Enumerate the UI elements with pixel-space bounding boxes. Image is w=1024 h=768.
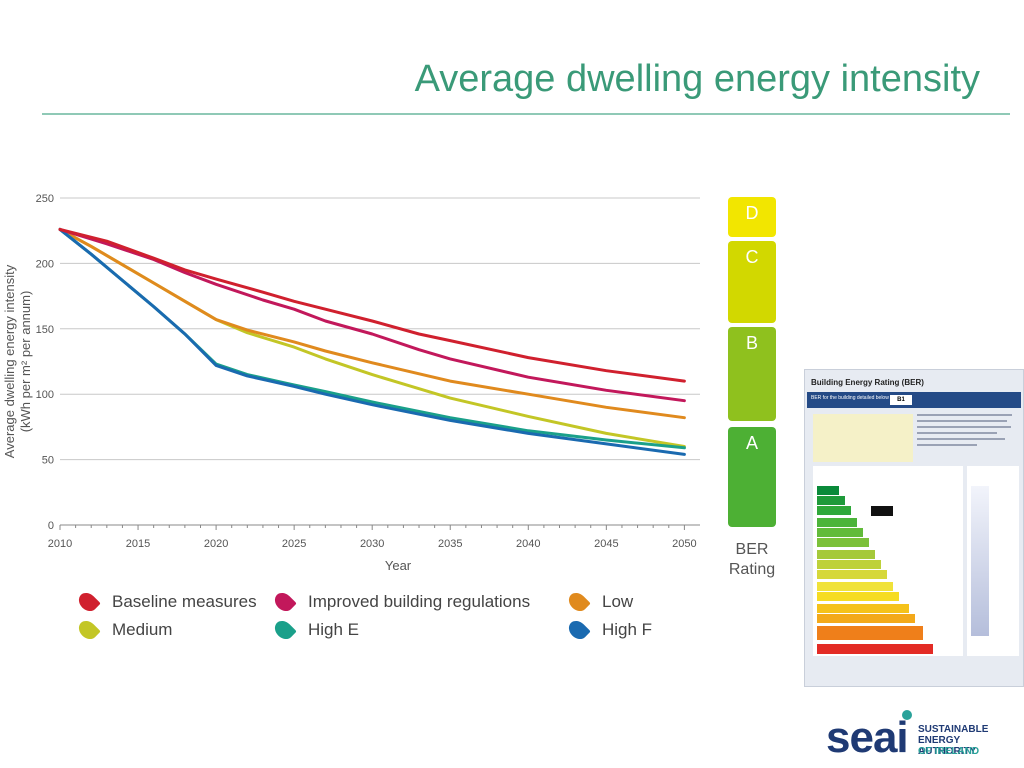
logo-wordmark: seai xyxy=(826,713,909,762)
x-tick-label: 2015 xyxy=(126,538,150,550)
y-tick-label: 200 xyxy=(36,258,54,270)
cert-bar-g xyxy=(817,644,933,654)
ber-caption-line2: Rating xyxy=(728,561,776,578)
legend-label-high-e: High E xyxy=(308,620,360,639)
cert-bar-a1 xyxy=(817,486,839,495)
certificate-energy-scale xyxy=(813,466,963,656)
ber-band-a-label: A xyxy=(745,433,758,453)
certificate-title: Building Energy Rating (BER) xyxy=(811,378,924,387)
series-line-medium xyxy=(58,227,686,448)
ber-caption: BER Rating xyxy=(712,540,792,580)
certificate-description xyxy=(917,414,1017,462)
cert-bar-d1 xyxy=(817,582,893,591)
x-tick-label: 2030 xyxy=(360,538,384,550)
energy-intensity-line-chart: 0 50 100 150 200 250 2010 2015 2020 2025 2030 2035 2… xyxy=(2,193,700,573)
ber-band-a: A xyxy=(728,427,776,527)
ber-certificate-image: Building Energy Rating (BER) BER for the… xyxy=(804,369,1024,687)
logo-line2: ENERGY AUTHORITY xyxy=(918,735,977,757)
legend-item-medium: Medium xyxy=(75,617,173,643)
legend-label-high-f: High F xyxy=(602,620,653,639)
cert-bar-b2 xyxy=(817,528,863,537)
legend-label-baseline: Baseline measures xyxy=(112,592,257,611)
legend-swatch-high-f xyxy=(565,617,591,643)
ber-band-b: B xyxy=(728,327,776,421)
cert-bar-a3 xyxy=(817,506,851,515)
certificate-rating-arrow xyxy=(871,506,893,516)
y-tick-label: 250 xyxy=(36,193,54,205)
legend-item-high-f: High F xyxy=(565,617,653,643)
y-tick-label: 50 xyxy=(42,455,54,467)
certificate-header-text: BER for the building detailed below is: xyxy=(811,395,896,401)
slide-title: Average dwelling energy intensity xyxy=(414,58,980,100)
cert-bar-a2 xyxy=(817,496,845,505)
legend-swatch-baseline xyxy=(75,589,101,615)
ber-band-d-label: D xyxy=(745,203,759,223)
x-axis-label: Year xyxy=(385,558,412,573)
legend-item-high-e: High E xyxy=(271,617,360,643)
x-tick-label: 2035 xyxy=(438,538,462,550)
logo-line3: OF IRELAND xyxy=(918,746,980,757)
series-line-high-f xyxy=(58,227,686,456)
legend-swatch-low xyxy=(565,589,591,615)
x-tick-label: 2040 xyxy=(516,538,540,550)
logo-dot-icon xyxy=(902,710,912,720)
co2-gradient-bar xyxy=(971,486,989,636)
y-tick-label: 0 xyxy=(48,520,54,532)
cert-bar-d2 xyxy=(817,592,899,601)
ber-band-c-label: C xyxy=(745,247,759,267)
series-line-low xyxy=(58,227,686,420)
y-axis-label-line2: (kWh per m² per annum) xyxy=(18,291,33,433)
cert-bar-e1 xyxy=(817,604,909,613)
legend-item-low: Low xyxy=(565,589,634,615)
legend-label-improved-regulations: Improved building regulations xyxy=(308,592,531,611)
title-divider xyxy=(42,113,1010,115)
legend-label-low: Low xyxy=(602,592,634,611)
x-tick-label: 2025 xyxy=(282,538,306,550)
x-tick-label: 2010 xyxy=(48,538,72,550)
ber-band-b-label: B xyxy=(745,333,758,353)
ber-band-d: D xyxy=(728,197,776,237)
x-tick-label: 2045 xyxy=(594,538,618,550)
y-tick-label: 150 xyxy=(36,324,54,336)
x-tick-label: 2020 xyxy=(204,538,228,550)
legend-swatch-medium xyxy=(75,617,101,643)
certificate-header-bar: BER for the building detailed below is: xyxy=(807,392,1021,408)
legend-item-baseline: Baseline measures xyxy=(75,589,257,615)
legend-label-medium: Medium xyxy=(112,620,173,639)
certificate-co2-indicator xyxy=(967,466,1019,656)
cert-bar-f xyxy=(817,626,923,640)
cert-bar-b3 xyxy=(817,538,869,547)
cert-bar-c1 xyxy=(817,550,875,559)
cert-bar-c2 xyxy=(817,560,881,569)
seai-logo: seai SUSTAINABLE ENERGY AUTHORITY OF IRE… xyxy=(826,706,1016,762)
series-line-high-e xyxy=(58,227,686,450)
logo-line1: SUSTAINABLE xyxy=(918,724,989,735)
certificate-address-panel xyxy=(813,414,913,462)
legend-swatch-improved-regulations xyxy=(271,589,297,615)
certificate-rating: B1 xyxy=(890,395,912,405)
ber-caption-line1: BER xyxy=(735,541,769,558)
y-axis-label-line1: Average dwelling energy intensity xyxy=(2,264,17,458)
legend-swatch-high-e xyxy=(271,617,297,643)
x-tick-label: 2050 xyxy=(672,538,696,550)
cert-bar-b1 xyxy=(817,518,857,527)
ber-band-c: C xyxy=(728,241,776,323)
cert-bar-e2 xyxy=(817,614,915,623)
y-tick-label: 100 xyxy=(36,389,54,401)
series-line-baseline-measures xyxy=(58,227,686,383)
legend-item-improved-regulations: Improved building regulations xyxy=(271,589,531,615)
chart-legend: Baseline measures Improved building regu… xyxy=(75,589,698,650)
cert-bar-c3 xyxy=(817,570,887,579)
